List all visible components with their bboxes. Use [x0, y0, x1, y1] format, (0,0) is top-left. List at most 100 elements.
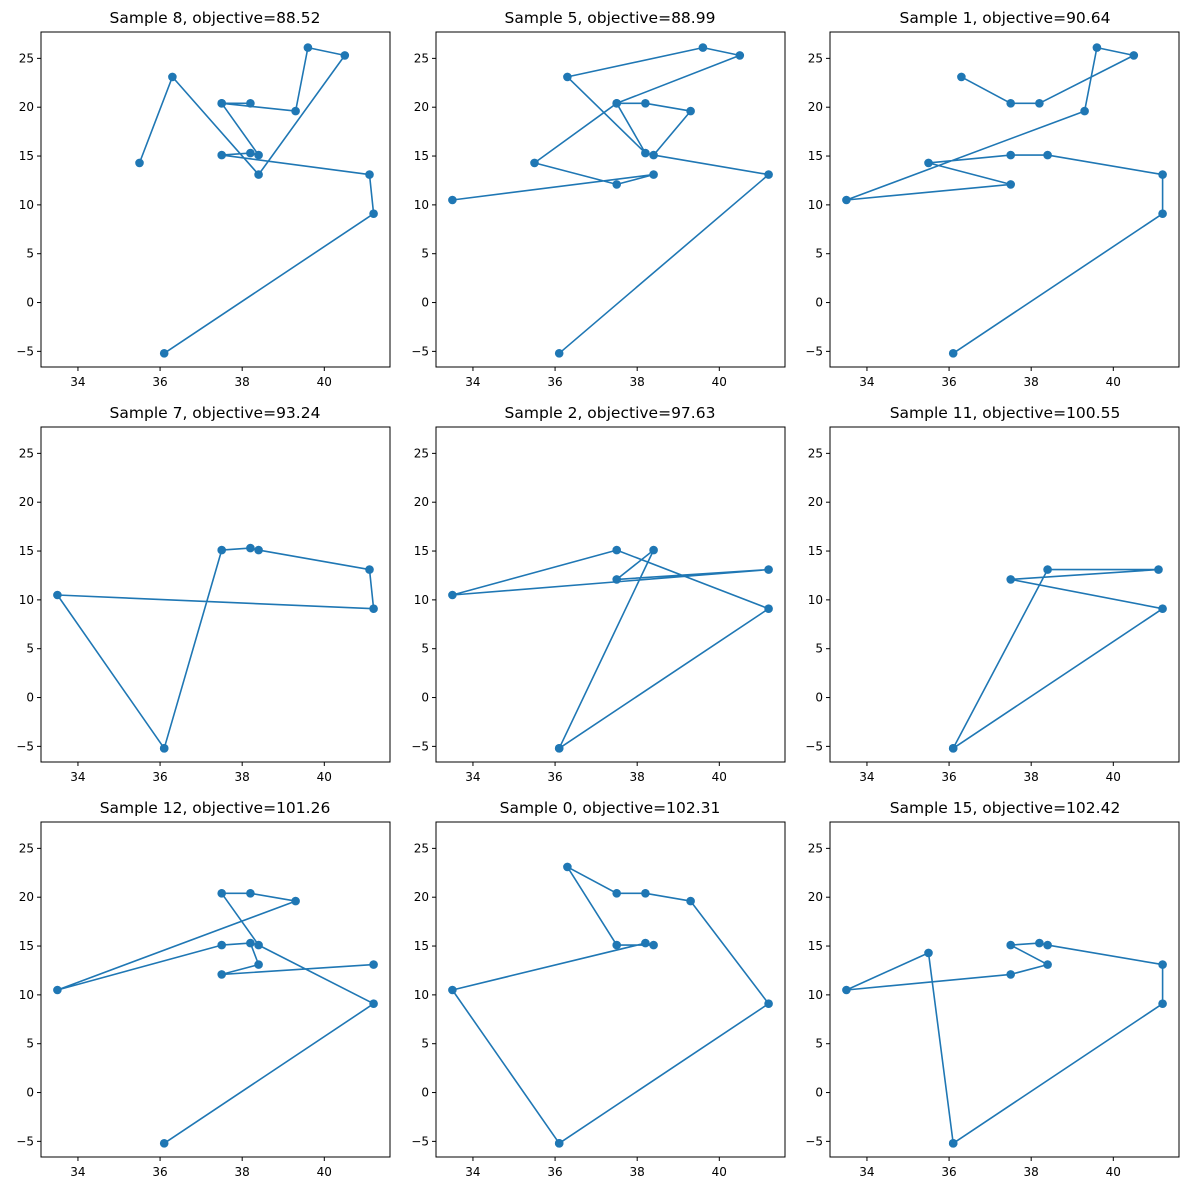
subplot-title: Sample 2, objective=97.63 — [505, 404, 716, 422]
x-tick-label: 36 — [941, 1165, 956, 1179]
x-tick-label: 34 — [70, 770, 85, 784]
y-tick-label: 5 — [26, 247, 34, 261]
y-tick-label: 10 — [19, 198, 34, 212]
axes-frame — [435, 31, 786, 368]
data-point — [957, 72, 966, 82]
data-point — [1043, 940, 1052, 950]
data-point — [168, 72, 177, 82]
data-point — [641, 889, 650, 898]
subplot-8: Sample 0, objective=102.31 34 36 38 40 −5 0 5 1… — [411, 799, 786, 1179]
x-tick-label: 38 — [1024, 770, 1039, 784]
data-point — [448, 195, 457, 205]
data-point — [1158, 999, 1167, 1008]
y-tick-label: 10 — [414, 198, 429, 212]
data-point — [649, 940, 658, 950]
x-tick-label: 40 — [1106, 770, 1121, 784]
subplot-title: Sample 15, objective=102.42 — [890, 799, 1121, 817]
x-tick-label: 34 — [465, 375, 480, 389]
y-tick-label: 5 — [421, 1037, 429, 1051]
data-point — [948, 349, 958, 358]
y-tick-label: 15 — [19, 149, 34, 163]
y-tick-label: 0 — [26, 1086, 34, 1100]
data-point — [1043, 150, 1052, 160]
subplot-4: Sample 7, objective=93.24 34 36 38 40 −5 0 5 10… — [16, 404, 391, 784]
y-tick-label: 25 — [414, 446, 429, 460]
x-tick-label: 36 — [941, 770, 956, 784]
series-line — [56, 892, 375, 1144]
data-point — [641, 148, 650, 158]
data-point — [369, 604, 378, 613]
subplot-title: Sample 7, objective=93.24 — [110, 404, 321, 422]
data-point — [217, 889, 226, 898]
data-point — [641, 938, 650, 948]
y-tick-label: 20 — [808, 100, 823, 114]
subplot-title: Sample 5, objective=88.99 — [505, 9, 716, 27]
subplot-9: Sample 15, objective=102.42 34 36 38 40 −5 0 5… — [805, 799, 1180, 1179]
data-point — [246, 938, 255, 948]
x-tick-label: 36 — [941, 375, 956, 389]
data-point — [924, 948, 933, 958]
x-tick-label: 38 — [235, 375, 250, 389]
data-point — [924, 158, 933, 168]
x-tick-label: 36 — [152, 770, 167, 784]
y-tick-label: 10 — [808, 988, 823, 1002]
x-tick-label: 34 — [859, 1165, 874, 1179]
data-point — [842, 985, 851, 995]
y-tick-label: 15 — [414, 149, 429, 163]
data-point — [686, 896, 695, 906]
data-point — [1035, 99, 1044, 108]
y-tick-label: 15 — [414, 544, 429, 558]
x-tick-label: 34 — [70, 375, 85, 389]
axes-frame — [829, 821, 1180, 1158]
data-point — [649, 170, 658, 179]
y-tick-label: 25 — [808, 446, 823, 460]
data-point — [291, 106, 300, 116]
data-point — [554, 349, 564, 358]
x-tick-label: 36 — [547, 1165, 562, 1179]
y-tick-label: 15 — [808, 544, 823, 558]
data-point — [448, 590, 457, 600]
data-point — [254, 150, 263, 160]
y-tick-label: 10 — [414, 988, 429, 1002]
x-tick-label: 38 — [1024, 375, 1039, 389]
x-tick-label: 38 — [235, 1165, 250, 1179]
y-tick-label: 15 — [414, 939, 429, 953]
data-point — [53, 590, 62, 600]
data-point — [246, 889, 255, 898]
y-tick-label: −5 — [16, 1134, 34, 1148]
y-tick-label: 20 — [19, 495, 34, 509]
y-tick-label: 0 — [421, 691, 429, 705]
y-tick-label: 20 — [19, 100, 34, 114]
y-tick-label: 10 — [19, 593, 34, 607]
axes-frame — [435, 821, 786, 1158]
x-tick-label: 38 — [630, 1165, 645, 1179]
data-point — [649, 545, 658, 555]
subplot-2: Sample 5, objective=88.99 34 36 38 40 −5 0 5 10… — [411, 9, 786, 389]
data-point — [53, 985, 62, 995]
data-point — [612, 545, 621, 555]
y-tick-label: 0 — [26, 296, 34, 310]
x-tick-label: 40 — [317, 1165, 332, 1179]
data-point — [612, 889, 621, 898]
x-tick-label: 34 — [859, 375, 874, 389]
y-tick-label: −5 — [16, 739, 34, 753]
y-tick-label: 10 — [808, 198, 823, 212]
data-point — [1006, 99, 1015, 108]
data-point — [159, 349, 169, 358]
data-point — [735, 51, 745, 60]
y-tick-label: 0 — [421, 296, 429, 310]
data-point — [217, 150, 226, 160]
x-tick-label: 40 — [317, 770, 332, 784]
x-tick-label: 36 — [547, 770, 562, 784]
x-tick-label: 40 — [712, 770, 727, 784]
x-tick-label: 40 — [317, 375, 332, 389]
data-point — [764, 565, 773, 574]
y-tick-label: 25 — [808, 841, 823, 855]
data-point — [254, 940, 263, 950]
y-tick-label: 10 — [808, 593, 823, 607]
data-point — [612, 940, 621, 950]
data-point — [217, 970, 226, 979]
data-point — [563, 862, 572, 872]
data-point — [948, 1139, 958, 1148]
data-point — [1154, 565, 1163, 574]
